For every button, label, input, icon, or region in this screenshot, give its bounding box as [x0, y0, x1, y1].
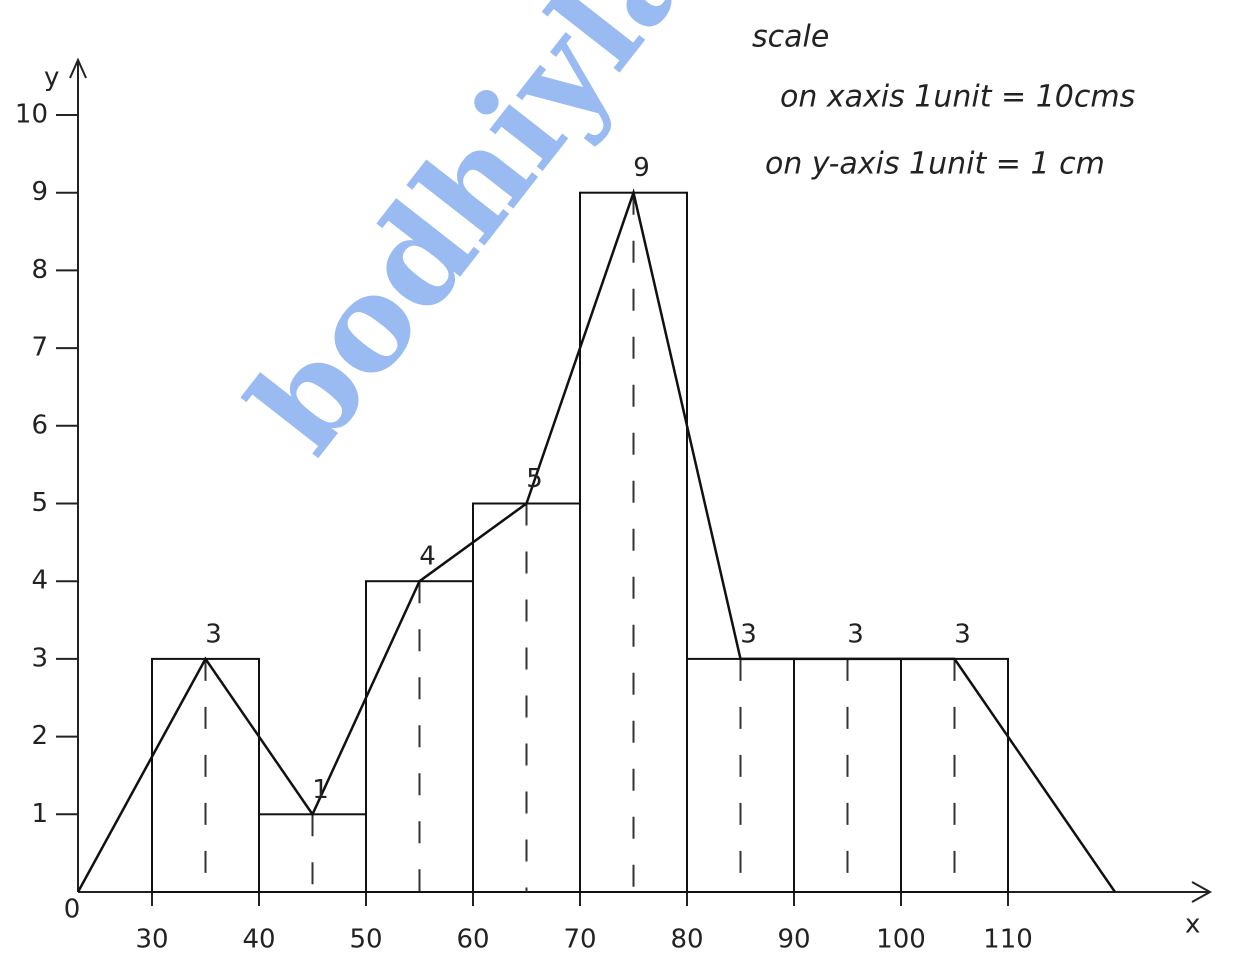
x-tick-label: 40: [242, 925, 275, 955]
y-tick-label: 7: [31, 333, 48, 363]
x-tick-label: 30: [135, 925, 168, 955]
y-tick-label: 10: [15, 100, 48, 130]
y-axis-label: y: [44, 63, 59, 93]
data-label: 1: [312, 775, 329, 805]
y-tick-label: 3: [31, 643, 48, 673]
y-tick-label: 2: [31, 721, 48, 751]
y-tick-label: 5: [31, 488, 48, 518]
data-label: 4: [419, 542, 436, 572]
x-axis-label: x: [1185, 910, 1200, 940]
annotation: scale: [752, 20, 829, 55]
x-tick-label: 0: [64, 895, 81, 925]
annotation: on y-axis 1unit = 1 cm: [765, 147, 1105, 182]
data-label: 3: [205, 619, 222, 649]
watermark: bodhiyla.: [220, 0, 751, 480]
frequency-polygon: [76, 188, 1117, 893]
y-tick-label: 9: [31, 177, 48, 207]
x-arrow: [1191, 881, 1213, 903]
x-tick-label: 110: [983, 925, 1033, 955]
x-tick-label: 100: [876, 925, 926, 955]
data-label: 5: [526, 464, 543, 494]
x-tick-label: 90: [777, 925, 810, 955]
x-tick-label: 70: [563, 925, 596, 955]
x-tick-label: 80: [670, 925, 703, 955]
data-label: 3: [954, 619, 971, 649]
y-tick-label: 4: [31, 566, 48, 596]
y-tick-label: 8: [31, 255, 48, 285]
axes: [69, 57, 1213, 903]
x-tick-label: 60: [456, 925, 489, 955]
y-tick-label: 1: [31, 799, 48, 829]
data-label: 3: [847, 619, 864, 649]
data-label: 9: [633, 153, 650, 183]
data-label: 3: [740, 619, 757, 649]
annotation: on xaxis 1unit = 10cms: [780, 80, 1135, 115]
x-tick-label: 50: [349, 925, 382, 955]
y-arrow: [69, 57, 87, 79]
y-tick-label: 6: [31, 410, 48, 440]
